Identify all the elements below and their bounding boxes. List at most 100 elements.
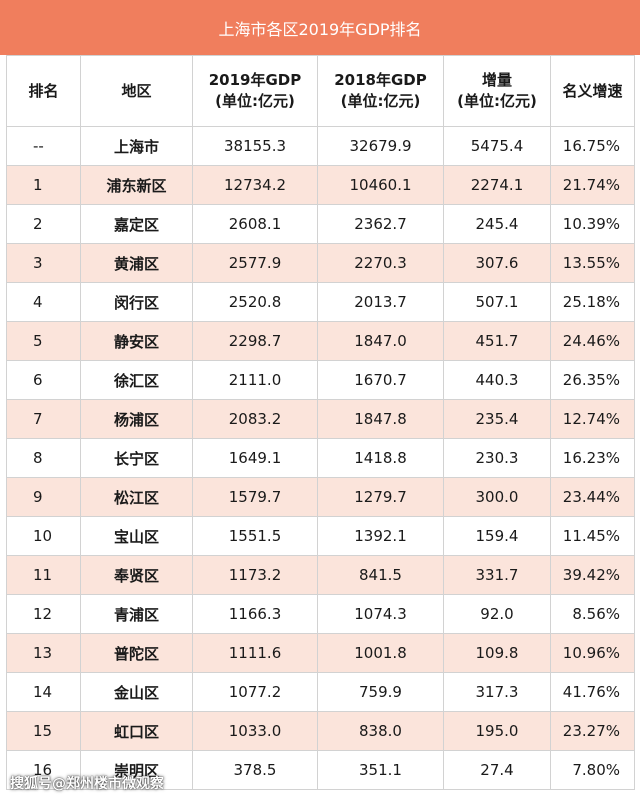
table-row: 15 虹口区 1033.0 838.0 195.0 23.27%	[6, 711, 635, 751]
cell-gdp2018: 1670.7	[317, 360, 444, 400]
cell-rank: --	[6, 126, 81, 166]
cell-gdp2018: 2013.7	[317, 282, 444, 322]
header-gdp2019-unit: (单位:亿元)	[215, 92, 295, 110]
cell-region: 松江区	[80, 477, 193, 517]
cell-rank: 12	[6, 594, 81, 634]
cell-increase: 307.6	[443, 243, 551, 283]
cell-increase: 317.3	[443, 672, 551, 712]
cell-increase: 235.4	[443, 399, 551, 439]
cell-rank: 13	[6, 633, 81, 673]
cell-rank: 4	[6, 282, 81, 322]
table-row: 3 黄浦区 2577.9 2270.3 307.6 13.55%	[6, 243, 635, 283]
cell-gdp2018: 1279.7	[317, 477, 444, 517]
cell-rank: 5	[6, 321, 81, 361]
cell-region: 杨浦区	[80, 399, 193, 439]
cell-gdp2019: 1173.2	[192, 555, 318, 595]
cell-gdp2019: 1033.0	[192, 711, 318, 751]
table-row: 14 金山区 1077.2 759.9 317.3 41.76%	[6, 672, 635, 712]
header-rank: 排名	[6, 55, 81, 127]
cell-region: 金山区	[80, 672, 193, 712]
cell-increase: 300.0	[443, 477, 551, 517]
cell-growth: 7.80%	[550, 750, 635, 790]
cell-gdp2019: 2608.1	[192, 204, 318, 244]
cell-growth: 10.96%	[550, 633, 635, 673]
table-title: 上海市各区2019年GDP排名	[0, 0, 640, 55]
cell-growth: 13.55%	[550, 243, 635, 283]
cell-region: 长宁区	[80, 438, 193, 478]
cell-region: 青浦区	[80, 594, 193, 634]
cell-increase: 109.8	[443, 633, 551, 673]
cell-growth: 16.75%	[550, 126, 635, 166]
cell-gdp2018: 759.9	[317, 672, 444, 712]
cell-region: 黄浦区	[80, 243, 193, 283]
cell-gdp2019: 1579.7	[192, 477, 318, 517]
cell-gdp2018: 1001.8	[317, 633, 444, 673]
cell-gdp2018: 1847.0	[317, 321, 444, 361]
cell-gdp2019: 38155.3	[192, 126, 318, 166]
cell-region: 普陀区	[80, 633, 193, 673]
cell-region: 宝山区	[80, 516, 193, 556]
cell-gdp2018: 1074.3	[317, 594, 444, 634]
cell-gdp2019: 378.5	[192, 750, 318, 790]
cell-growth: 12.74%	[550, 399, 635, 439]
cell-increase: 27.4	[443, 750, 551, 790]
cell-increase: 159.4	[443, 516, 551, 556]
cell-gdp2018: 1418.8	[317, 438, 444, 478]
table-row: 2 嘉定区 2608.1 2362.7 245.4 10.39%	[6, 204, 635, 244]
cell-growth: 23.44%	[550, 477, 635, 517]
header-increase-title: 增量	[481, 71, 512, 89]
header-increase: 增量 (单位:亿元)	[443, 55, 551, 127]
cell-growth: 25.18%	[550, 282, 635, 322]
cell-region: 崇明区	[80, 750, 193, 790]
table-row: 6 徐汇区 2111.0 1670.7 440.3 26.35%	[6, 360, 635, 400]
cell-region: 嘉定区	[80, 204, 193, 244]
cell-increase: 5475.4	[443, 126, 551, 166]
cell-growth: 24.46%	[550, 321, 635, 361]
cell-growth: 21.74%	[550, 165, 635, 205]
cell-region: 静安区	[80, 321, 193, 361]
cell-gdp2018: 2270.3	[317, 243, 444, 283]
cell-gdp2019: 2298.7	[192, 321, 318, 361]
watermark: 搜狐号@郑州楼市微观察	[10, 776, 164, 792]
table-row: 8 长宁区 1649.1 1418.8 230.3 16.23%	[6, 438, 635, 478]
cell-gdp2019: 1077.2	[192, 672, 318, 712]
cell-rank: 3	[6, 243, 81, 283]
cell-region: 闵行区	[80, 282, 193, 322]
cell-rank: 14	[6, 672, 81, 712]
cell-gdp2018: 10460.1	[317, 165, 444, 205]
table-row: 9 松江区 1579.7 1279.7 300.0 23.44%	[6, 477, 635, 517]
table-body: -- 上海市 38155.3 32679.9 5475.4 16.75% 1 浦东新区 1273…	[6, 126, 635, 790]
header-gdp2019: 2019年GDP (单位:亿元)	[192, 55, 318, 127]
cell-growth: 39.42%	[550, 555, 635, 595]
cell-growth: 41.76%	[550, 672, 635, 712]
cell-region: 上海市	[80, 126, 193, 166]
cell-gdp2018: 32679.9	[317, 126, 444, 166]
cell-gdp2019: 2577.9	[192, 243, 318, 283]
table-row: 4 闵行区 2520.8 2013.7 507.1 25.18%	[6, 282, 635, 322]
cell-increase: 195.0	[443, 711, 551, 751]
cell-growth: 8.56%	[550, 594, 635, 634]
cell-gdp2018: 1847.8	[317, 399, 444, 439]
table-row: 1 浦东新区 12734.2 10460.1 2274.1 21.74%	[6, 165, 635, 205]
cell-increase: 245.4	[443, 204, 551, 244]
header-increase-unit: (单位:亿元)	[457, 92, 537, 110]
table-row: 11 奉贤区 1173.2 841.5 331.7 39.42%	[6, 555, 635, 595]
header-growth: 名义增速	[550, 55, 635, 127]
cell-region: 徐汇区	[80, 360, 193, 400]
cell-region: 奉贤区	[80, 555, 193, 595]
cell-rank: 8	[6, 438, 81, 478]
cell-region: 浦东新区	[80, 165, 193, 205]
cell-growth: 10.39%	[550, 204, 635, 244]
cell-growth: 23.27%	[550, 711, 635, 751]
cell-increase: 440.3	[443, 360, 551, 400]
header-region: 地区	[80, 55, 193, 127]
cell-gdp2019: 1649.1	[192, 438, 318, 478]
cell-increase: 92.0	[443, 594, 551, 634]
cell-increase: 507.1	[443, 282, 551, 322]
table-row: 7 杨浦区 2083.2 1847.8 235.4 12.74%	[6, 399, 635, 439]
cell-gdp2018: 351.1	[317, 750, 444, 790]
cell-gdp2018: 2362.7	[317, 204, 444, 244]
cell-growth: 26.35%	[550, 360, 635, 400]
cell-gdp2019: 1166.3	[192, 594, 318, 634]
cell-rank: 16	[6, 750, 81, 790]
